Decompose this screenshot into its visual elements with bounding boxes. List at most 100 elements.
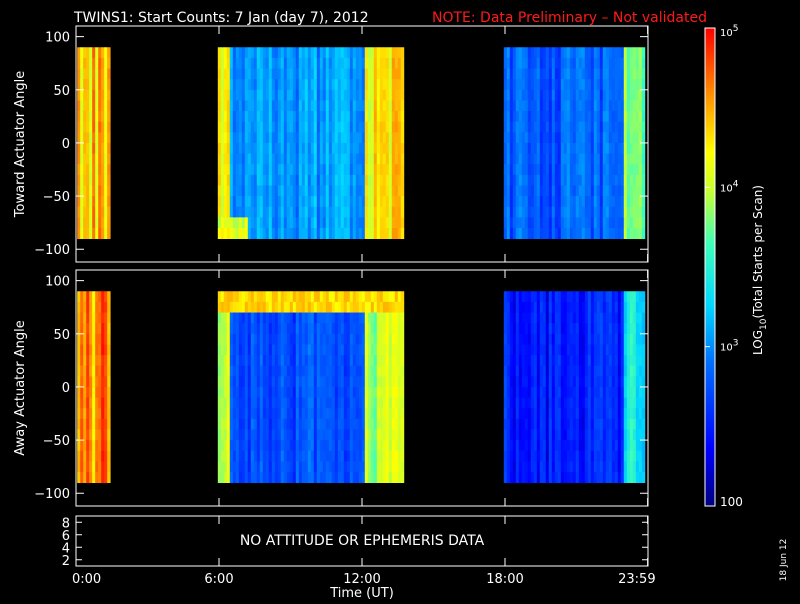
heatmap-cell: [95, 68, 99, 80]
heatmap-cell: [503, 142, 508, 154]
heatmap-cell: [334, 111, 339, 123]
heatmap-cell: [101, 471, 105, 484]
heatmap-cell: [388, 312, 393, 324]
heatmap-cell: [295, 450, 300, 462]
heatmap-cell: [367, 111, 372, 123]
heatmap-cell: [554, 217, 559, 229]
heatmap-cell: [536, 333, 541, 345]
heatmap-cell: [590, 111, 595, 123]
heatmap-cell: [626, 408, 631, 420]
heatmap-cell: [509, 450, 514, 462]
heatmap-cell: [98, 100, 102, 112]
heatmap-cell: [382, 68, 387, 80]
heatmap-cell: [629, 100, 634, 112]
heatmap-cell: [536, 196, 541, 208]
heatmap-cell: [238, 68, 243, 80]
heatmap-cell: [533, 440, 538, 452]
heatmap-cell: [578, 227, 583, 240]
heatmap-cell: [304, 450, 309, 462]
heatmap-cell: [400, 365, 405, 377]
heatmap-cell: [617, 323, 622, 335]
heatmap-cell: [506, 323, 511, 335]
heatmap-cell: [83, 344, 87, 356]
heatmap-cell: [292, 301, 297, 313]
heatmap-cell: [367, 376, 372, 388]
heatmap-cell: [280, 89, 285, 101]
heatmap-cell: [289, 153, 294, 165]
heatmap-cell: [524, 142, 529, 154]
heatmap-cell: [331, 323, 336, 335]
y-tick-label: −100: [34, 243, 70, 258]
heatmap-cell: [241, 301, 246, 313]
heatmap-cell: [527, 333, 532, 345]
heatmap-cell: [244, 418, 249, 430]
heatmap-cell: [536, 291, 541, 303]
heatmap-cell: [223, 408, 228, 420]
heatmap-cell: [271, 57, 276, 69]
heatmap-cell: [382, 386, 387, 398]
heatmap-cell: [107, 450, 111, 462]
heatmap-cell: [271, 301, 276, 313]
heatmap-cell: [304, 47, 309, 59]
heatmap-cell: [385, 47, 390, 59]
heatmap-cell: [319, 153, 324, 165]
heatmap-cell: [256, 121, 261, 133]
heatmap-cell: [307, 471, 312, 484]
heatmap-cell: [635, 397, 640, 409]
heatmap-cell: [382, 196, 387, 208]
heatmap-cell: [316, 312, 321, 324]
heatmap-cell: [283, 79, 288, 91]
heatmap-cell: [367, 312, 372, 324]
heatmap-cell: [286, 291, 291, 303]
heatmap-cell: [620, 333, 625, 345]
heatmap-cell: [527, 153, 532, 165]
heatmap-cell: [548, 121, 553, 133]
heatmap-cell: [80, 418, 84, 430]
heatmap-cell: [593, 418, 598, 430]
heatmap-cell: [340, 100, 345, 112]
heatmap-cell: [235, 174, 240, 186]
heatmap-cell: [632, 429, 637, 441]
heatmap-cell: [325, 301, 330, 313]
heatmap-cell: [235, 196, 240, 208]
heatmap-cell: [271, 206, 276, 218]
heatmap-cell: [370, 79, 375, 91]
heatmap-cell: [89, 142, 93, 154]
heatmap-cell: [271, 68, 276, 80]
heatmap-cell: [229, 174, 234, 186]
heatmap-cell: [86, 408, 90, 420]
heatmap-cell: [590, 68, 595, 80]
heatmap-cell: [530, 376, 535, 388]
heatmap-cell: [226, 461, 231, 473]
heatmap-cell: [548, 408, 553, 420]
heatmap-cell: [572, 111, 577, 123]
heatmap-cell: [548, 111, 553, 123]
heatmap-cell: [503, 89, 508, 101]
heatmap-cell: [503, 227, 508, 240]
heatmap-cell: [361, 174, 366, 186]
heatmap-cell: [313, 291, 318, 303]
heatmap-cell: [503, 47, 508, 59]
heatmap-cell: [325, 471, 330, 484]
heatmap-cell: [86, 79, 90, 91]
heatmap-cell: [307, 429, 312, 441]
heatmap-cell: [298, 376, 303, 388]
heatmap-cell: [521, 100, 526, 112]
heatmap-cell: [385, 397, 390, 409]
heatmap-cell: [265, 440, 270, 452]
heatmap-cell: [334, 185, 339, 197]
heatmap-cell: [286, 68, 291, 80]
heatmap-cell: [364, 206, 369, 218]
heatmap-cell: [379, 142, 384, 154]
heatmap-cell: [635, 418, 640, 430]
heatmap-cell: [385, 227, 390, 240]
heatmap-cell: [349, 376, 354, 388]
heatmap-cell: [388, 418, 393, 430]
heatmap-cell: [247, 217, 252, 229]
heatmap-cell: [307, 418, 312, 430]
heatmap-cell: [86, 185, 90, 197]
heatmap-cell: [533, 89, 538, 101]
heatmap-cell: [223, 344, 228, 356]
heatmap-cell: [370, 89, 375, 101]
heatmap-cell: [512, 68, 517, 80]
